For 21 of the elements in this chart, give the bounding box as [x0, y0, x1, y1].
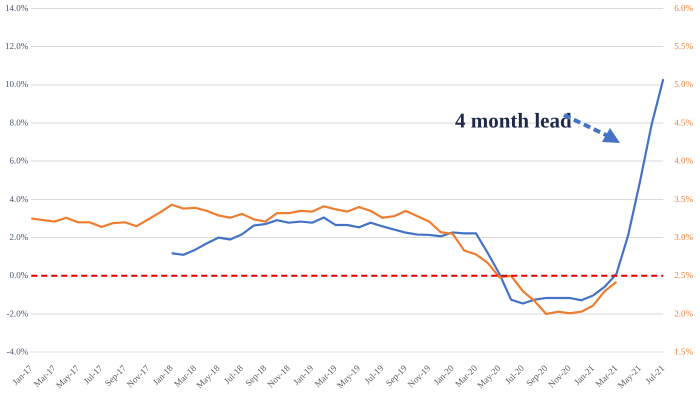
y2-tick-label: 4.5% [674, 117, 694, 128]
y-tick-label: 4.0% [9, 194, 29, 204]
y-tick-label: -4.0% [6, 346, 29, 357]
annotation: 4 month lead [455, 108, 572, 132]
y2-tick-label: 3.5% [674, 194, 694, 204]
y2-tick-label: 5.0% [674, 79, 694, 90]
y2-tick-label: 2.5% [674, 270, 694, 280]
y2-tick-label: 2.0% [674, 308, 694, 318]
y2-tick-label: 1.5% [674, 346, 694, 357]
y-tick-label: -2.0% [6, 308, 29, 318]
y-tick-label: 0.0% [9, 270, 29, 280]
y-tick-label: 10.0% [4, 79, 29, 90]
y-tick-label: 8.0% [9, 117, 29, 128]
y2-tick-label: 5.5% [674, 40, 694, 51]
y2-tick-label: 6.0% [674, 2, 694, 13]
y-tick-label: 2.0% [9, 232, 29, 242]
y2-tick-label: 4.0% [674, 156, 694, 166]
y-tick-label: 6.0% [9, 156, 29, 166]
y-tick-label: 14.0% [4, 2, 29, 13]
y2-tick-label: 3.0% [674, 232, 694, 242]
y-tick-label: 12.0% [4, 40, 29, 51]
